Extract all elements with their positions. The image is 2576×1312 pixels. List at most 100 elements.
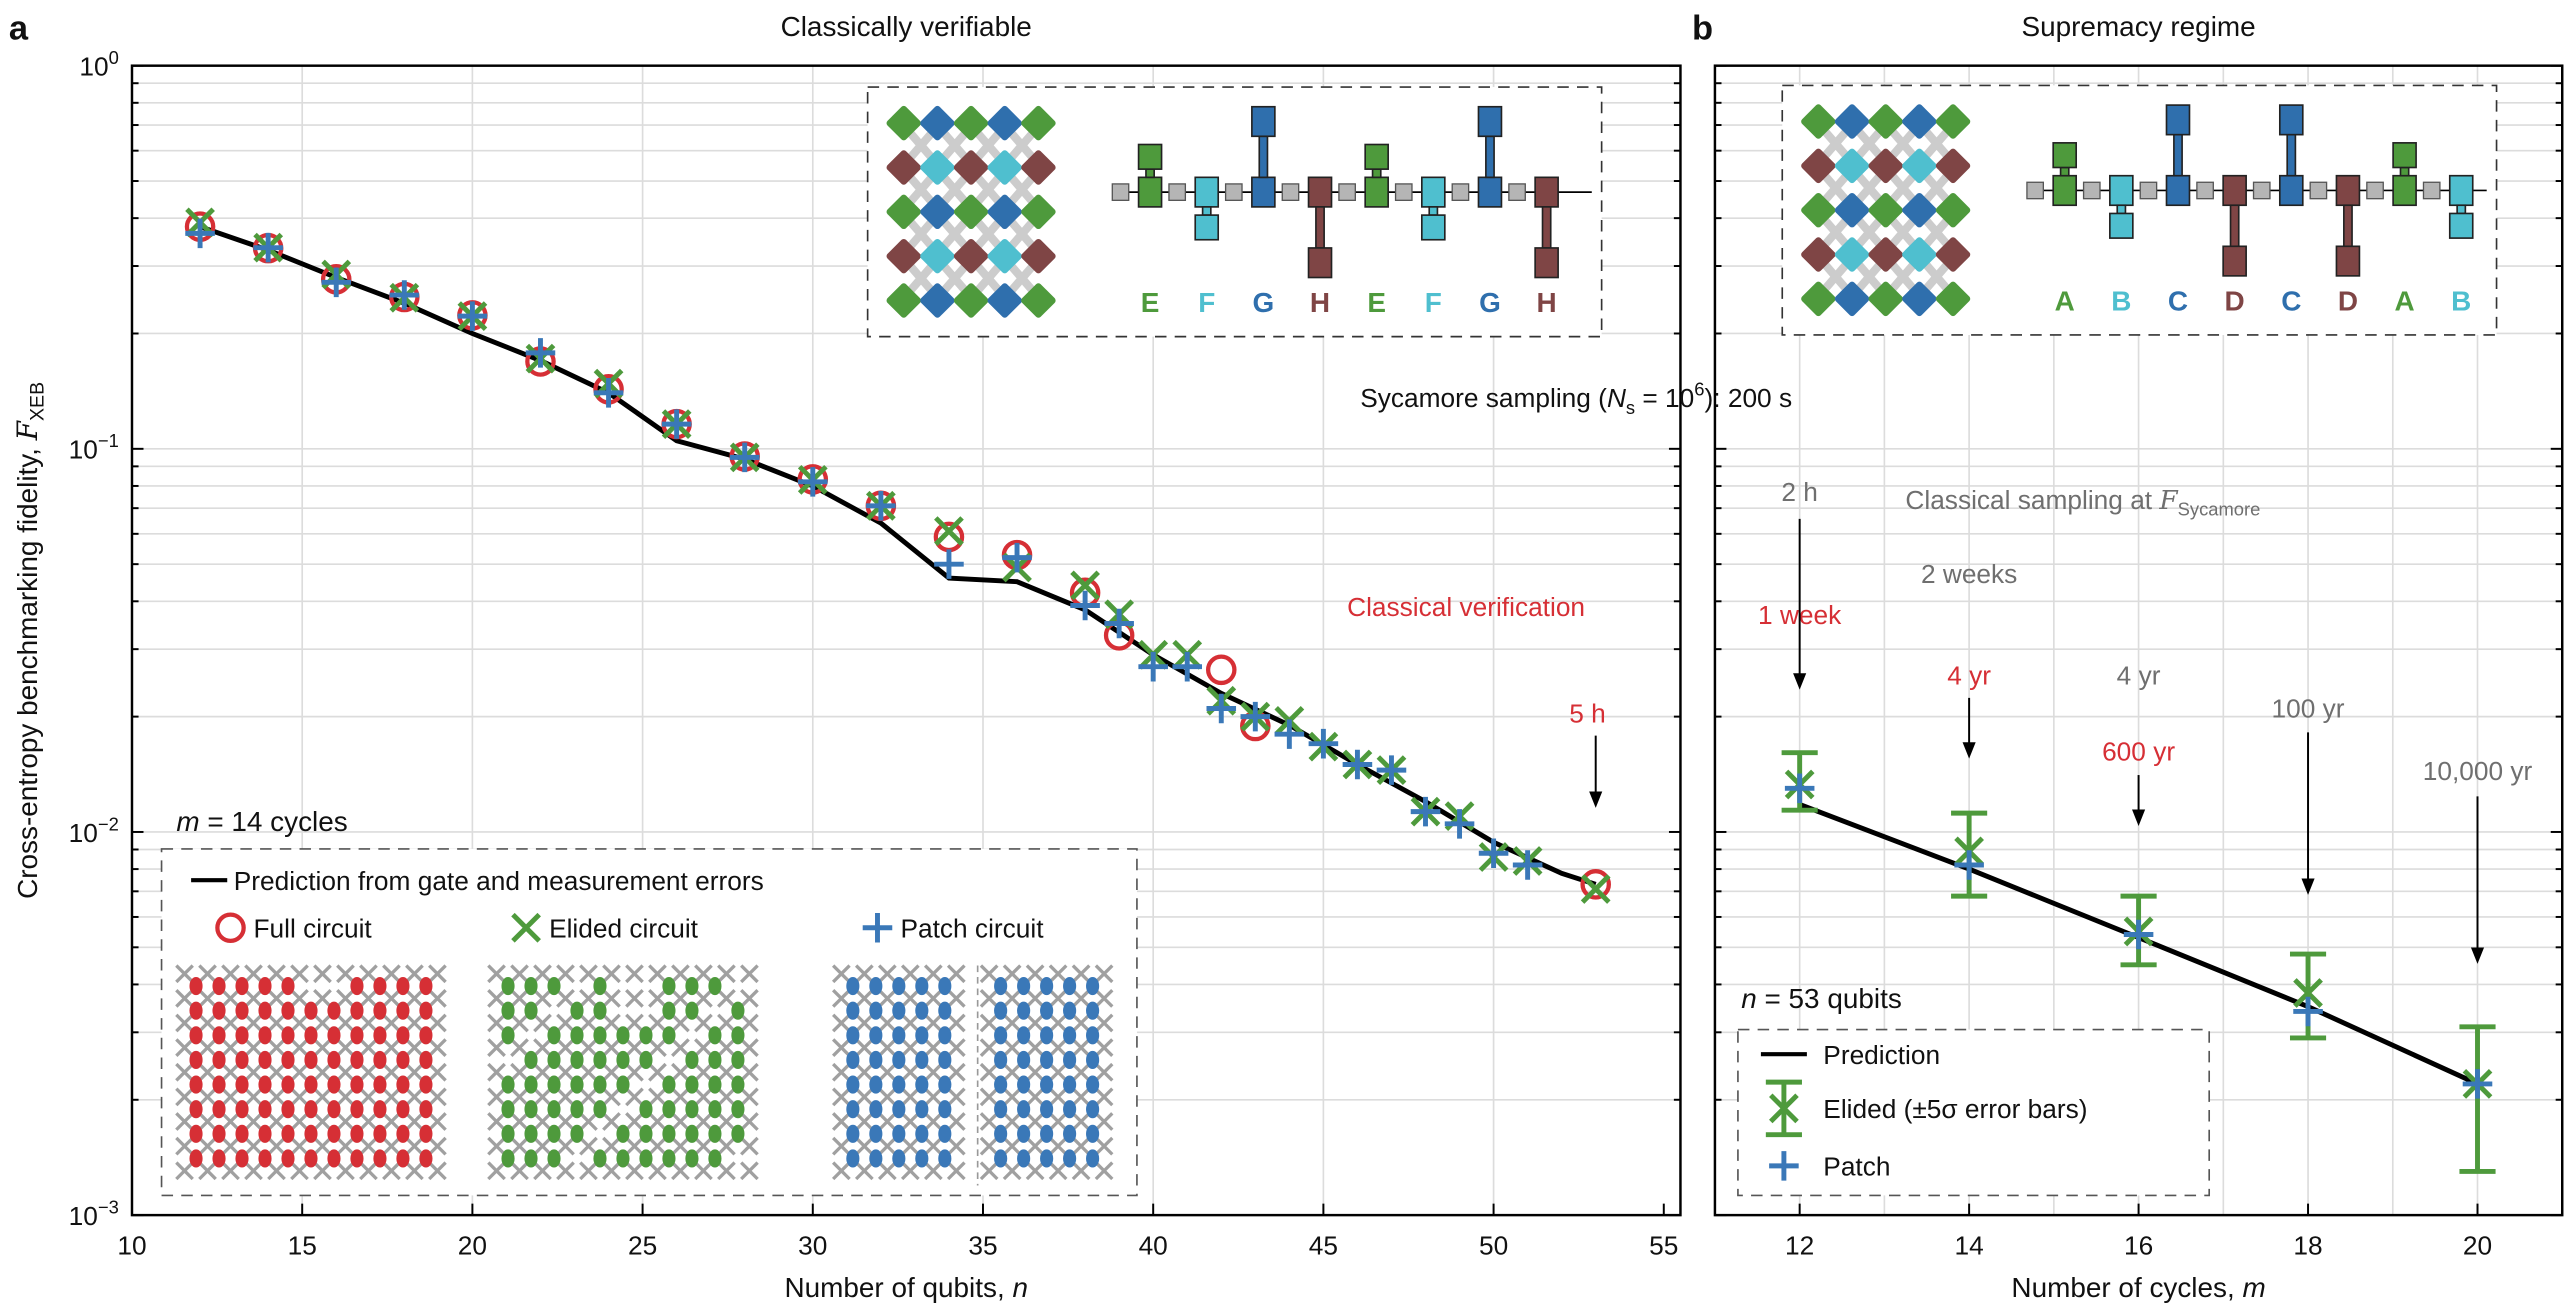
- gate-body: [2052, 174, 2078, 207]
- coupler-icon: [221, 1112, 240, 1131]
- coupler-icon: [487, 1062, 506, 1082]
- gate-partner: [1477, 105, 1503, 138]
- patch-point: [253, 232, 283, 263]
- coupler-icon: [428, 1038, 447, 1058]
- qubit-dot: [593, 1100, 607, 1119]
- qubit-dot: [639, 1050, 653, 1069]
- circle-marker: [1205, 654, 1237, 686]
- gate-pattern-label-part-0: E: [1367, 287, 1386, 318]
- qubit-icon: [1935, 237, 1971, 272]
- gate-pattern-label-part-0: B: [2111, 285, 2131, 316]
- qubit-dot: [1017, 1001, 1031, 1020]
- gate-body: [1137, 176, 1163, 208]
- qubit-dot: [235, 1026, 249, 1045]
- patch-point: [457, 301, 488, 331]
- y-tick-label-part-1: −1: [98, 430, 119, 451]
- plus-marker: [1274, 719, 1305, 749]
- qubit-lattice-icon: [979, 964, 1114, 1181]
- qubit-dot: [1086, 1050, 1100, 1069]
- gate-pattern-label: B: [2111, 285, 2131, 316]
- coupler-icon: [979, 1038, 999, 1058]
- coupler-icon: [717, 1038, 736, 1058]
- single-qubit-gate-icon: [1168, 183, 1187, 201]
- x-tick-label: 20: [458, 1231, 487, 1261]
- coupler-icon: [877, 1087, 897, 1107]
- single-qubit-gate-icon: [2366, 181, 2384, 200]
- qubit-dot: [501, 1100, 515, 1119]
- y-tick-label-part-1: 0: [109, 47, 119, 68]
- classical-runtime-label: 2 h: [1781, 477, 1818, 507]
- gate-stem: [2116, 204, 2127, 215]
- coupler-icon: [694, 988, 713, 1008]
- panel-title: Supremacy regime: [2021, 11, 2255, 42]
- qubit-dot: [938, 1100, 952, 1119]
- coupler-icon: [877, 1062, 897, 1082]
- qubit-dot: [616, 1026, 630, 1045]
- coupler-icon: [900, 1087, 920, 1107]
- coupler-icon: [428, 1087, 447, 1107]
- qubit-dot: [212, 1100, 226, 1119]
- coupler-icon: [382, 964, 401, 984]
- coupler-icon: [359, 1136, 378, 1156]
- qubit-icon: [1935, 281, 1971, 317]
- coupler-icon: [244, 964, 263, 984]
- coupler-icon: [1048, 1013, 1068, 1033]
- coupler-icon: [1922, 217, 1951, 248]
- plus-marker: [1444, 809, 1475, 839]
- coupler-icon: [602, 964, 621, 984]
- coupler-icon: [267, 1136, 286, 1156]
- coupler-icon: [1048, 1087, 1068, 1107]
- qubit-dot: [396, 1026, 410, 1045]
- coupler-icon: [533, 1161, 552, 1181]
- coupler-icon: [510, 988, 529, 1008]
- qubit-icon: [1902, 192, 1937, 228]
- coupler-icon: [221, 1161, 240, 1181]
- qubit-lattice-icon: [175, 964, 447, 1181]
- coupler-icon: [198, 1062, 217, 1082]
- elided-point: [511, 912, 541, 943]
- gate-pattern-label-part-0: E: [1141, 287, 1160, 318]
- x-tick-label: 55: [1649, 1231, 1678, 1261]
- coupler-icon: [221, 1062, 240, 1082]
- coupler-icon: [579, 1112, 598, 1131]
- two-qubit-gate-icon: [2448, 174, 2474, 239]
- qubit-dot: [593, 1149, 607, 1168]
- qubit-icon: [1935, 192, 1971, 228]
- qubit-dot: [396, 1100, 410, 1119]
- x-tick-label: 14: [1955, 1231, 1984, 1261]
- qubit-icon: [1801, 192, 1836, 228]
- panel-title: Classically verifiable: [781, 11, 1032, 42]
- legend-label-part-0: Patch circuit: [900, 914, 1044, 944]
- patch-point: [389, 280, 420, 310]
- coupler-icon: [1071, 1013, 1091, 1033]
- coupler-icon: [900, 1161, 920, 1181]
- qubit-icon: [987, 194, 1022, 230]
- verification-runtime-label: 600 yr: [2102, 736, 2175, 766]
- coupler-icon: [221, 988, 240, 1008]
- coupler-icon: [198, 1038, 217, 1058]
- coupler-icon: [1094, 1112, 1114, 1131]
- qubit-dot: [994, 1075, 1008, 1094]
- qubit-dot: [662, 1124, 676, 1143]
- coupler-icon: [946, 988, 966, 1008]
- legend-frame: [1737, 1028, 2211, 1197]
- sycamore-sampling-annotation-part-2: s: [1626, 397, 1635, 418]
- coupler-icon: [940, 263, 969, 294]
- coupler-icon: [579, 1136, 598, 1156]
- coupler-icon: [1094, 964, 1114, 984]
- panel-label-part-0: a: [9, 9, 29, 47]
- qubit-dot: [235, 1149, 249, 1168]
- patch-point: [661, 409, 692, 439]
- gate-stem: [2343, 204, 2353, 248]
- qubit-dot: [915, 1075, 929, 1094]
- coupler-icon: [854, 1161, 874, 1181]
- qubit-dot: [616, 1149, 630, 1168]
- qubit-dot: [846, 1001, 860, 1020]
- patch-point: [798, 467, 828, 497]
- plus-marker: [2293, 996, 2323, 1027]
- coupler-icon: [359, 1087, 378, 1107]
- gate-stem: [1145, 168, 1155, 179]
- coupler-icon: [510, 1112, 529, 1131]
